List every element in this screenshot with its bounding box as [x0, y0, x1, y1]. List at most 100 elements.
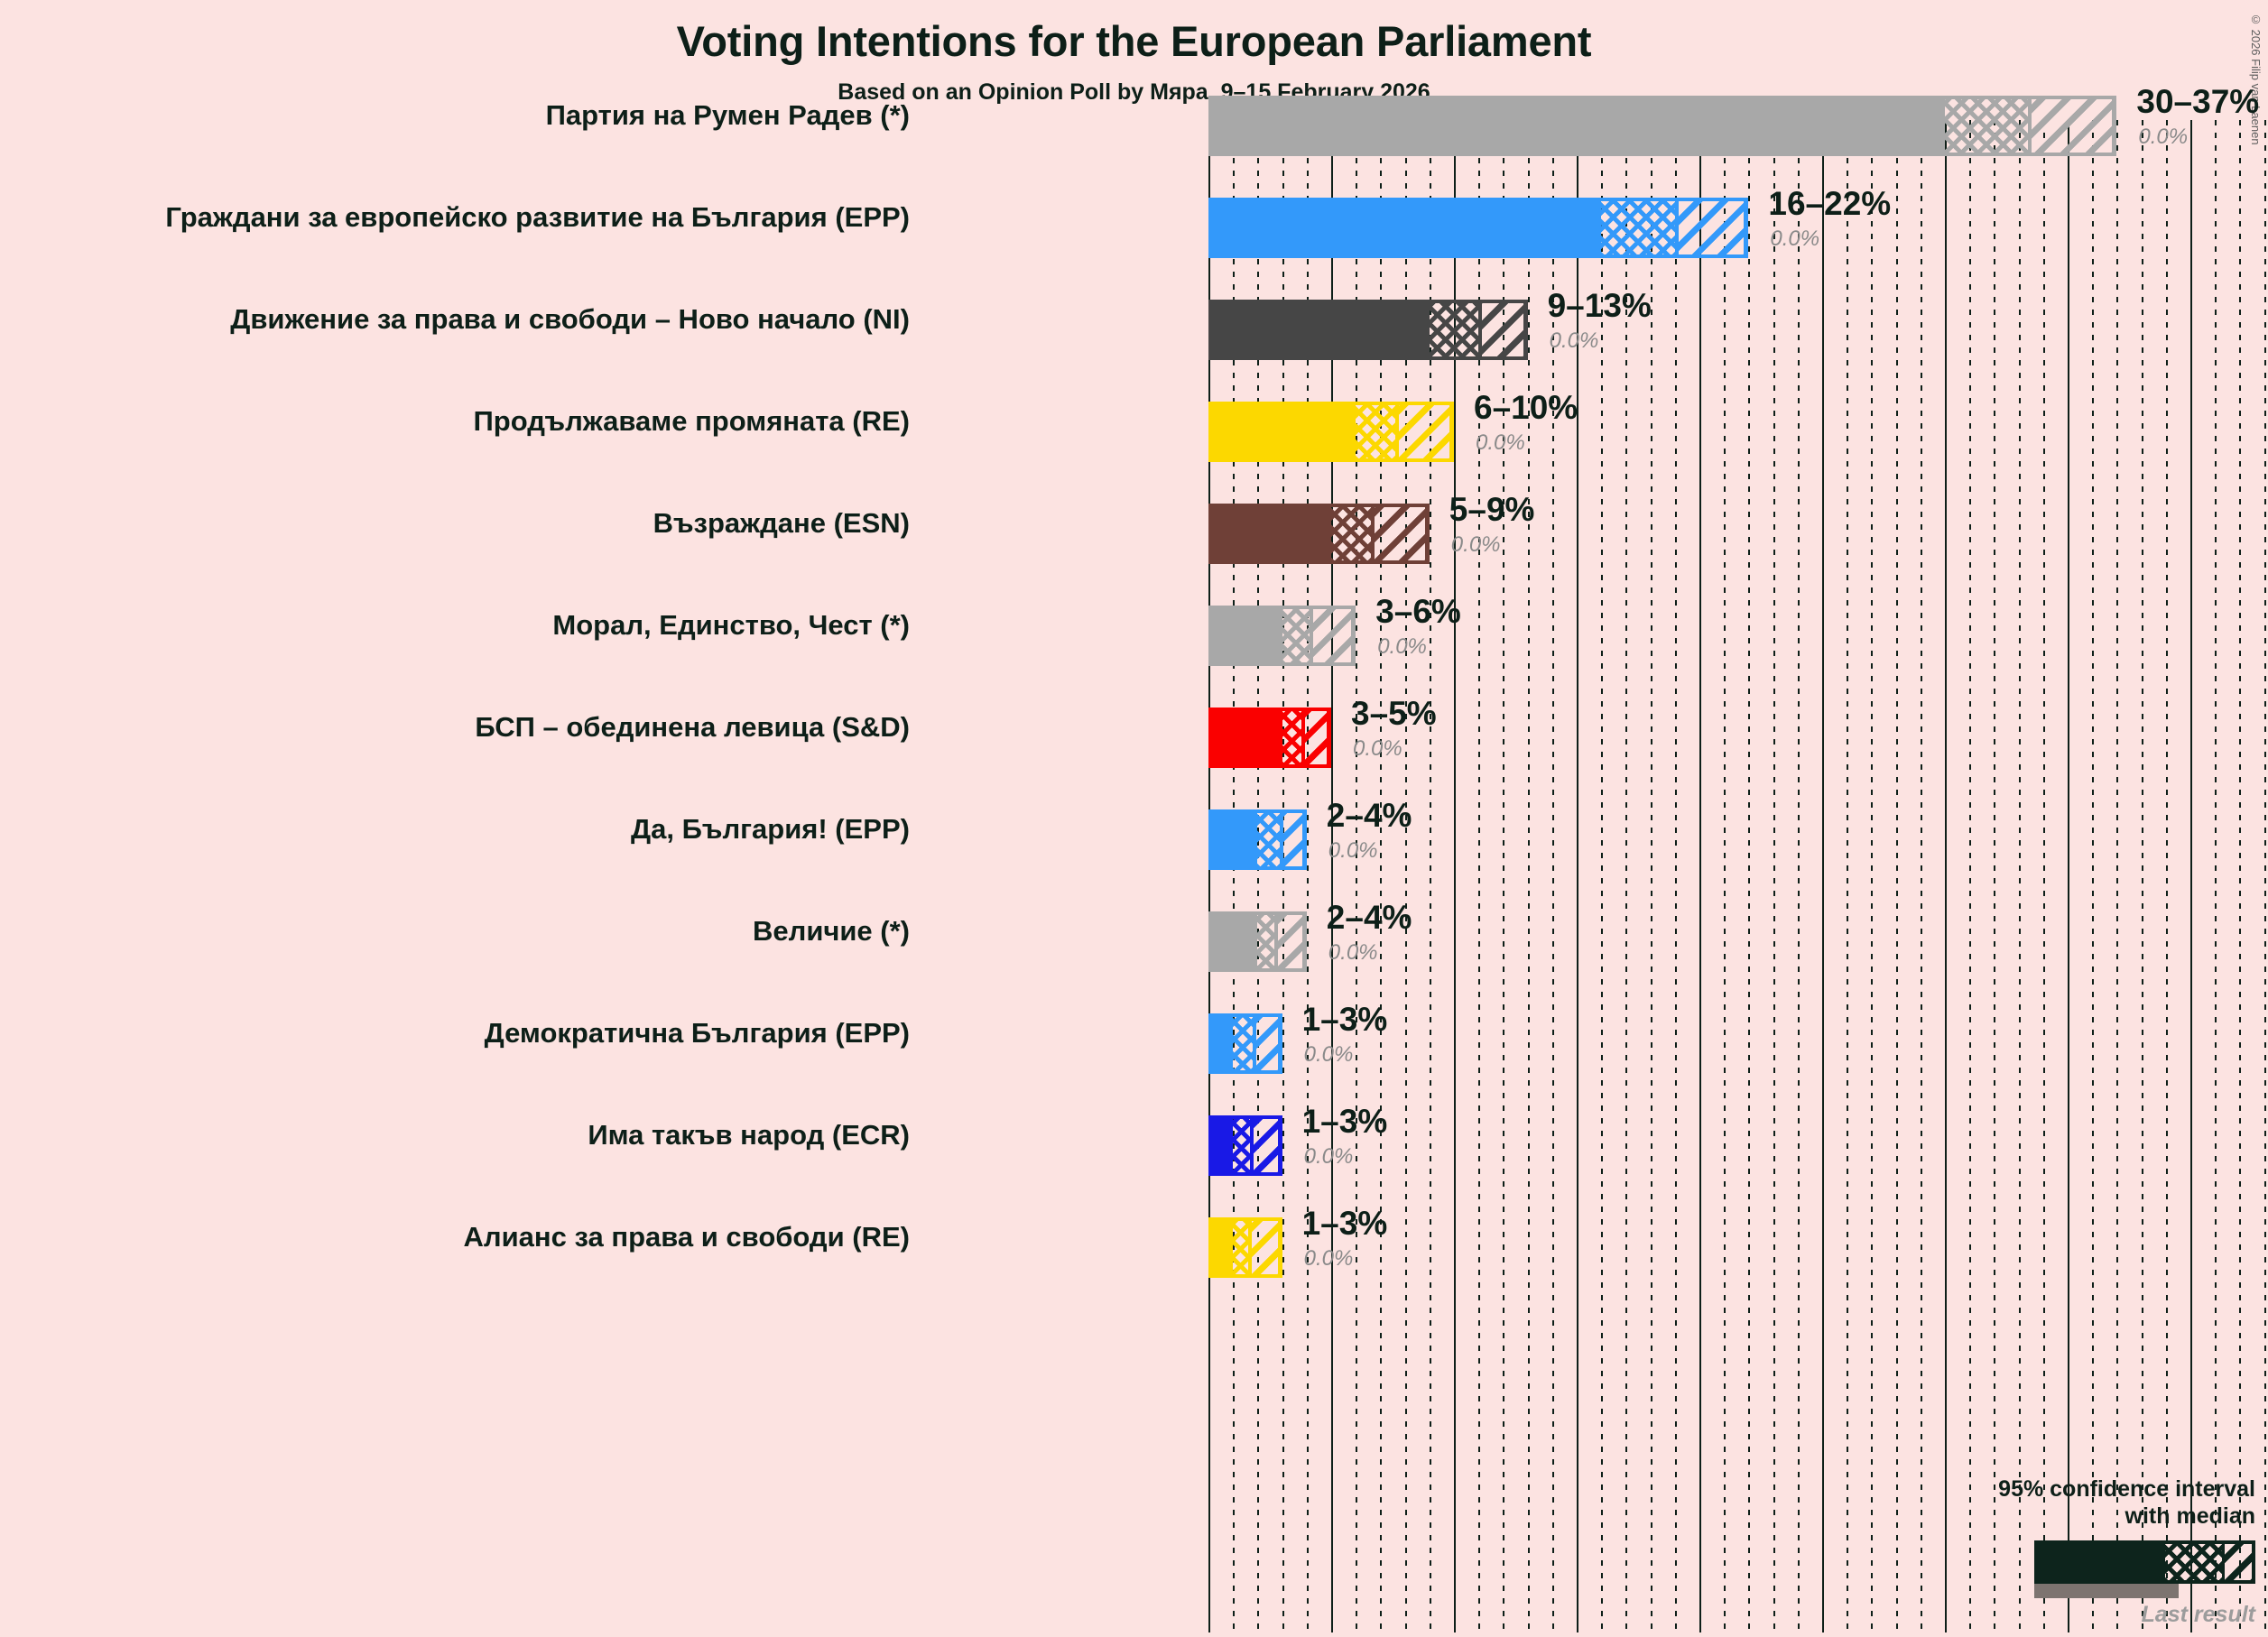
bar-segment-below-median [1233, 1217, 1248, 1278]
gridline-minor [1625, 120, 1628, 1632]
legend-swatch [2034, 1540, 2255, 1584]
bar-segment-lower-bound [1208, 1217, 1234, 1278]
gridline-minor [1404, 120, 1407, 1632]
bar-segment-below-median [1257, 809, 1280, 870]
gridline-minor [1920, 120, 1922, 1632]
gridline-minor [2018, 120, 2021, 1632]
bar-segment-above-median [1394, 402, 1454, 462]
range-value-label: 1–3% [1301, 1103, 1388, 1140]
gridline-minor [1601, 120, 1604, 1632]
gridline-major [2068, 120, 2069, 1632]
bar-segment-lower-bound [1208, 911, 1258, 972]
last-result-value: 0.0% [1476, 430, 1525, 455]
chart-gridlines [1208, 120, 2268, 1632]
bar-segment-lower-bound [1208, 300, 1430, 360]
last-result-value: 0.0% [1549, 328, 1599, 353]
gridline-minor [1478, 120, 1481, 1632]
party-label: Да, България! (EPP) [631, 813, 910, 845]
confidence-interval-bar [1208, 911, 1307, 972]
bar-segment-below-median [1356, 402, 1395, 462]
last-result-value: 0.0% [1328, 838, 1378, 863]
bar-segment-below-median [1282, 606, 1310, 666]
chart-row: Величие (*) 2–4% 0.0% [0, 892, 2268, 994]
legend-last-result-label: Last result [2141, 1602, 2255, 1627]
legend-line-2: with median [2125, 1503, 2255, 1529]
gridline-major [1699, 120, 1701, 1632]
last-result-value: 0.0% [1353, 736, 1402, 761]
confidence-interval-bar [1208, 96, 2117, 156]
gridline-minor [1674, 120, 1677, 1632]
range-value-label: 30–37% [2136, 83, 2260, 120]
chart-row: Да, България! (EPP) 2–4% 0.0% [0, 790, 2268, 892]
gridline-minor [2239, 120, 2242, 1632]
last-result-value: 0.0% [1770, 227, 1820, 251]
bar-segment-above-median [1674, 198, 1749, 258]
bar-segment-above-median [1279, 809, 1307, 870]
bar-segment-lower-bound [1208, 1115, 1234, 1176]
range-value-label: 5–9% [1449, 491, 1535, 528]
gridline-minor [1527, 120, 1530, 1632]
bar-segment-lower-bound [1208, 96, 1945, 156]
chart-legend: 95% confidence interval with median Last… [1939, 1476, 2255, 1628]
last-result-value: 0.0% [1328, 940, 1378, 965]
range-value-label: 2–4% [1326, 899, 1412, 936]
gridline-minor [1429, 120, 1431, 1632]
confidence-interval-bar [1208, 198, 1749, 258]
bar-segment-below-median [1282, 708, 1302, 768]
gridline-minor [1233, 120, 1236, 1632]
legend-segment-diagonal [2222, 1540, 2255, 1584]
party-label: Демократична България (EPP) [484, 1017, 910, 1049]
legend-segment-solid [2034, 1540, 2165, 1584]
last-result-value: 0.0% [2138, 125, 2189, 149]
bar-segment-lower-bound [1208, 809, 1258, 870]
bar-segment-above-median [1478, 300, 1528, 360]
gridline-minor [1551, 120, 1554, 1632]
gridline-minor [1895, 120, 1898, 1632]
gridline-minor [1969, 120, 1972, 1632]
party-label: Алианс за права и свободи (RE) [463, 1221, 910, 1253]
gridline-minor [1847, 120, 1849, 1632]
gridline-major [1822, 120, 1824, 1632]
confidence-interval-bar [1208, 1115, 1282, 1176]
gridline-minor [1282, 120, 1284, 1632]
gridline-minor [2215, 120, 2217, 1632]
gridline-major [1577, 120, 1578, 1632]
chart-row: Алианс за права и свободи (RE) 1–3% 0.0% [0, 1198, 2268, 1299]
bar-segment-above-median [2028, 96, 2117, 156]
gridline-major [2190, 120, 2192, 1632]
gridline-minor [1257, 120, 1260, 1632]
range-value-label: 9–13% [1547, 287, 1652, 324]
confidence-interval-bar [1208, 1013, 1282, 1074]
gridline-minor [2042, 120, 2045, 1632]
bar-segment-above-median [1274, 911, 1307, 972]
bar-segment-above-median [1301, 708, 1331, 768]
party-label: Възраждане (ESN) [653, 507, 910, 539]
bar-segment-lower-bound [1208, 708, 1282, 768]
gridline-minor [1356, 120, 1358, 1632]
confidence-interval-bar [1208, 708, 1331, 768]
gridline-minor [2092, 120, 2095, 1632]
range-value-label: 1–3% [1301, 1205, 1388, 1242]
legend-segment-crosshatch [2165, 1540, 2222, 1584]
confidence-interval-bar [1208, 300, 1528, 360]
bar-segment-above-median [1370, 504, 1430, 564]
range-value-label: 16–22% [1768, 185, 1892, 222]
bar-segment-above-median [1250, 1115, 1282, 1176]
chart-row: Движение за права и свободи – Ново начал… [0, 280, 2268, 382]
gridline-minor [2165, 120, 2168, 1632]
copyright-notice: © 2026 Filip van Laenen [2249, 13, 2263, 145]
gridline-minor [1748, 120, 1751, 1632]
range-value-label: 3–5% [1351, 695, 1437, 732]
party-label: Граждани за европейско развитие на Бълга… [165, 201, 910, 233]
bar-segment-above-median [1247, 1217, 1282, 1278]
party-label: Морал, Единство, Чест (*) [552, 609, 910, 641]
confidence-interval-bar [1208, 402, 1454, 462]
last-result-value: 0.0% [1303, 1246, 1354, 1271]
bar-segment-below-median [1429, 300, 1479, 360]
range-value-label: 2–4% [1326, 797, 1412, 834]
chart-row: Продължаваме промяната (RE) 6–10% 0.0% [0, 382, 2268, 484]
confidence-interval-bar [1208, 504, 1430, 564]
confidence-interval-bar [1208, 606, 1356, 666]
gridline-major [1208, 120, 1210, 1632]
